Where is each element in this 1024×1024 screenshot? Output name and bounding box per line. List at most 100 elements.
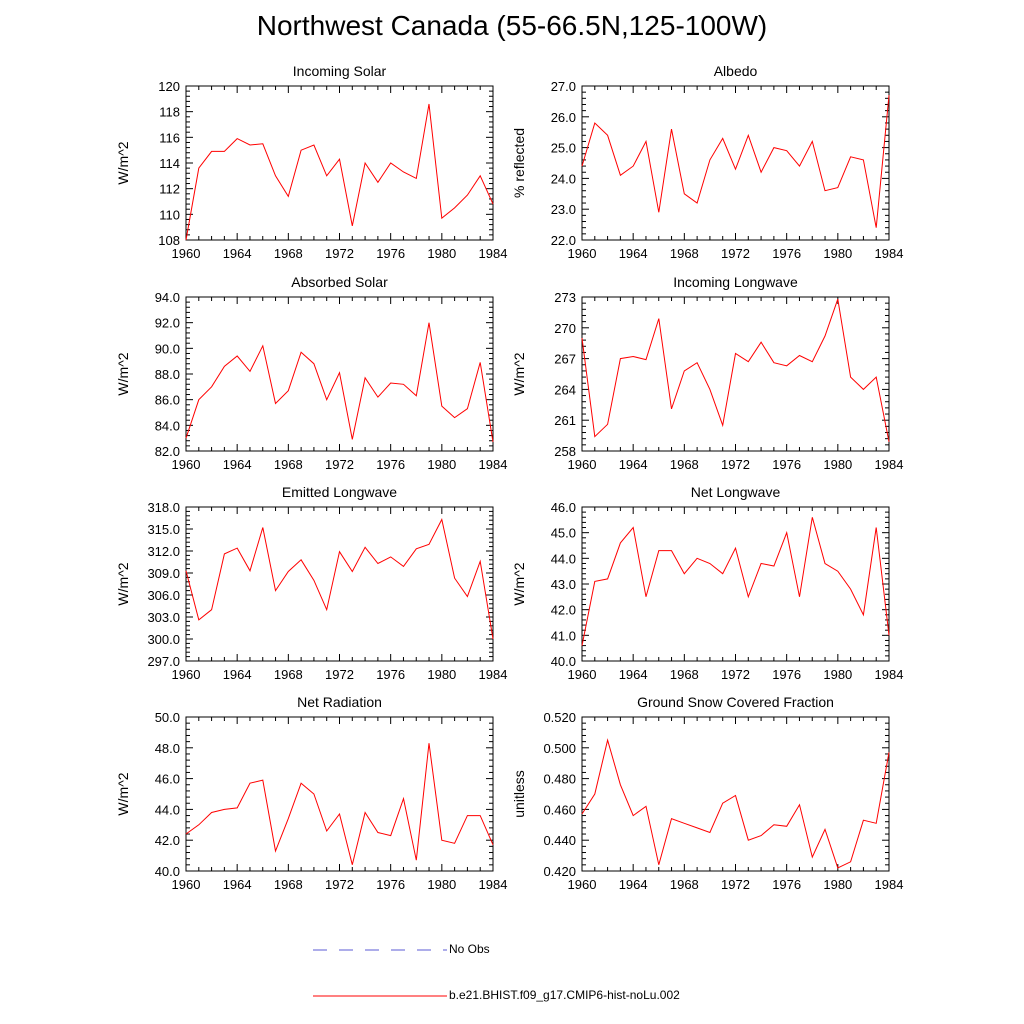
y-tick-label: 22.0 xyxy=(551,233,576,248)
y-tick-label: 94.0 xyxy=(155,290,180,305)
series-line xyxy=(185,103,494,241)
x-tick-label: 1964 xyxy=(619,457,648,472)
y-tick-label: 40.0 xyxy=(551,654,576,669)
chart-panel: 1960 1964 1968 1972 1976 1980 1984 0.420 0.440 0.… xyxy=(511,694,903,892)
x-tick-label: 1976 xyxy=(772,877,801,892)
x-tick-label: 1972 xyxy=(721,246,750,261)
series-line xyxy=(581,95,890,228)
y-tick-label: 44.0 xyxy=(155,802,180,817)
x-tick-label: 1968 xyxy=(670,246,699,261)
x-tick-label: 1960 xyxy=(568,667,597,682)
y-tick-label: 82.0 xyxy=(155,444,180,459)
x-tick-label: 1968 xyxy=(274,246,303,261)
x-tick-label: 1968 xyxy=(274,667,303,682)
y-tick-label: 46.0 xyxy=(551,500,576,515)
series-line xyxy=(581,298,890,442)
x-tick-label: 1980 xyxy=(427,667,456,682)
x-tick-label: 1972 xyxy=(325,667,354,682)
y-tick-label: 120 xyxy=(158,79,180,94)
x-tick-label: 1960 xyxy=(172,667,201,682)
x-tick-label: 1964 xyxy=(223,667,252,682)
y-tick-label: 86.0 xyxy=(155,393,180,408)
x-tick-label: 1980 xyxy=(823,246,852,261)
x-tick-label: 1980 xyxy=(427,457,456,472)
y-tick-label: 23.0 xyxy=(551,202,576,217)
y-tick-label: 306.0 xyxy=(147,588,180,603)
x-tick-label: 1972 xyxy=(325,877,354,892)
panel-title: Incoming Solar xyxy=(293,63,387,79)
y-tick-label: 108 xyxy=(158,233,180,248)
x-tick-label: 1968 xyxy=(274,457,303,472)
y-tick-label: 50.0 xyxy=(155,710,180,725)
y-tick-label: 300.0 xyxy=(147,632,180,647)
x-tick-label: 1964 xyxy=(619,667,648,682)
chart-panel: 1960 1964 1968 1972 1976 1980 1984 297.0 300.0 30… xyxy=(115,484,507,682)
x-tick-label: 1976 xyxy=(376,667,405,682)
x-tick-label: 1964 xyxy=(619,246,648,261)
x-tick-label: 1960 xyxy=(568,877,597,892)
y-tick-label: 0.420 xyxy=(543,864,576,879)
panel-title: Emitted Longwave xyxy=(282,484,397,500)
x-tick-label: 1984 xyxy=(875,246,904,261)
x-tick-label: 1984 xyxy=(479,457,508,472)
y-tick-label: 46.0 xyxy=(155,772,180,787)
x-tick-label: 1964 xyxy=(223,457,252,472)
x-tick-label: 1968 xyxy=(670,877,699,892)
y-tick-label: 114 xyxy=(159,156,180,171)
x-tick-label: 1976 xyxy=(376,877,405,892)
y-tick-label: 116 xyxy=(159,130,180,145)
x-tick-label: 1984 xyxy=(479,246,508,261)
x-tick-label: 1980 xyxy=(427,877,456,892)
y-axis-label: W/m^2 xyxy=(115,772,131,815)
series-line xyxy=(185,322,494,443)
chart-panel: 1960 1964 1968 1972 1976 1980 1984 40.0 41.0 42.0… xyxy=(511,484,903,682)
figure-title: Northwest Canada (55-66.5N,125-100W) xyxy=(256,10,768,41)
y-tick-label: 273 xyxy=(554,290,576,305)
legend-label-model: b.e21.BHIST.f09_g17.CMIP6-hist-noLu.002 xyxy=(449,988,680,1002)
x-tick-label: 1976 xyxy=(772,667,801,682)
y-tick-label: 92.0 xyxy=(155,316,180,331)
y-tick-label: 84.0 xyxy=(155,418,180,433)
chart-panel: 1960 1964 1968 1972 1976 1980 1984 22.0 23.0 24.0… xyxy=(511,63,903,261)
legend-label-no-obs: No Obs xyxy=(449,942,490,956)
y-tick-label: 25.0 xyxy=(551,141,576,156)
chart-panel: 1960 1964 1968 1972 1976 1980 1984 108 110 112 114… xyxy=(115,63,507,261)
y-tick-label: 0.520 xyxy=(543,710,576,725)
x-tick-label: 1964 xyxy=(223,877,252,892)
x-tick-label: 1960 xyxy=(568,457,597,472)
x-tick-label: 1984 xyxy=(875,457,904,472)
y-tick-label: 112 xyxy=(159,182,180,197)
y-tick-label: 27.0 xyxy=(551,79,576,94)
y-tick-label: 0.480 xyxy=(543,772,576,787)
y-tick-label: 297.0 xyxy=(147,654,180,669)
y-tick-label: 315.0 xyxy=(147,522,180,537)
x-tick-label: 1980 xyxy=(823,667,852,682)
y-tick-label: 44.0 xyxy=(551,551,576,566)
x-tick-label: 1960 xyxy=(172,457,201,472)
x-tick-label: 1972 xyxy=(721,667,750,682)
y-axis-label: W/m^2 xyxy=(115,352,131,395)
series-line xyxy=(581,517,890,646)
x-tick-label: 1972 xyxy=(721,457,750,472)
x-tick-label: 1976 xyxy=(772,457,801,472)
y-axis-label: unitless xyxy=(511,770,527,817)
series-line xyxy=(185,743,494,865)
y-tick-label: 118 xyxy=(159,105,180,120)
x-tick-label: 1980 xyxy=(823,457,852,472)
x-tick-label: 1976 xyxy=(772,246,801,261)
panel-title: Absorbed Solar xyxy=(291,274,388,290)
y-tick-label: 309.0 xyxy=(147,566,180,581)
panel-title: Ground Snow Covered Fraction xyxy=(637,694,834,710)
y-tick-label: 45.0 xyxy=(551,526,576,541)
y-tick-label: 318.0 xyxy=(147,500,180,515)
x-tick-label: 1984 xyxy=(875,877,904,892)
x-tick-label: 1980 xyxy=(823,877,852,892)
panel-title: Net Radiation xyxy=(297,694,382,710)
y-tick-label: 40.0 xyxy=(155,864,180,879)
y-tick-label: 0.440 xyxy=(543,833,576,848)
x-tick-label: 1984 xyxy=(479,667,508,682)
y-tick-label: 0.500 xyxy=(543,741,576,756)
x-tick-label: 1984 xyxy=(875,667,904,682)
